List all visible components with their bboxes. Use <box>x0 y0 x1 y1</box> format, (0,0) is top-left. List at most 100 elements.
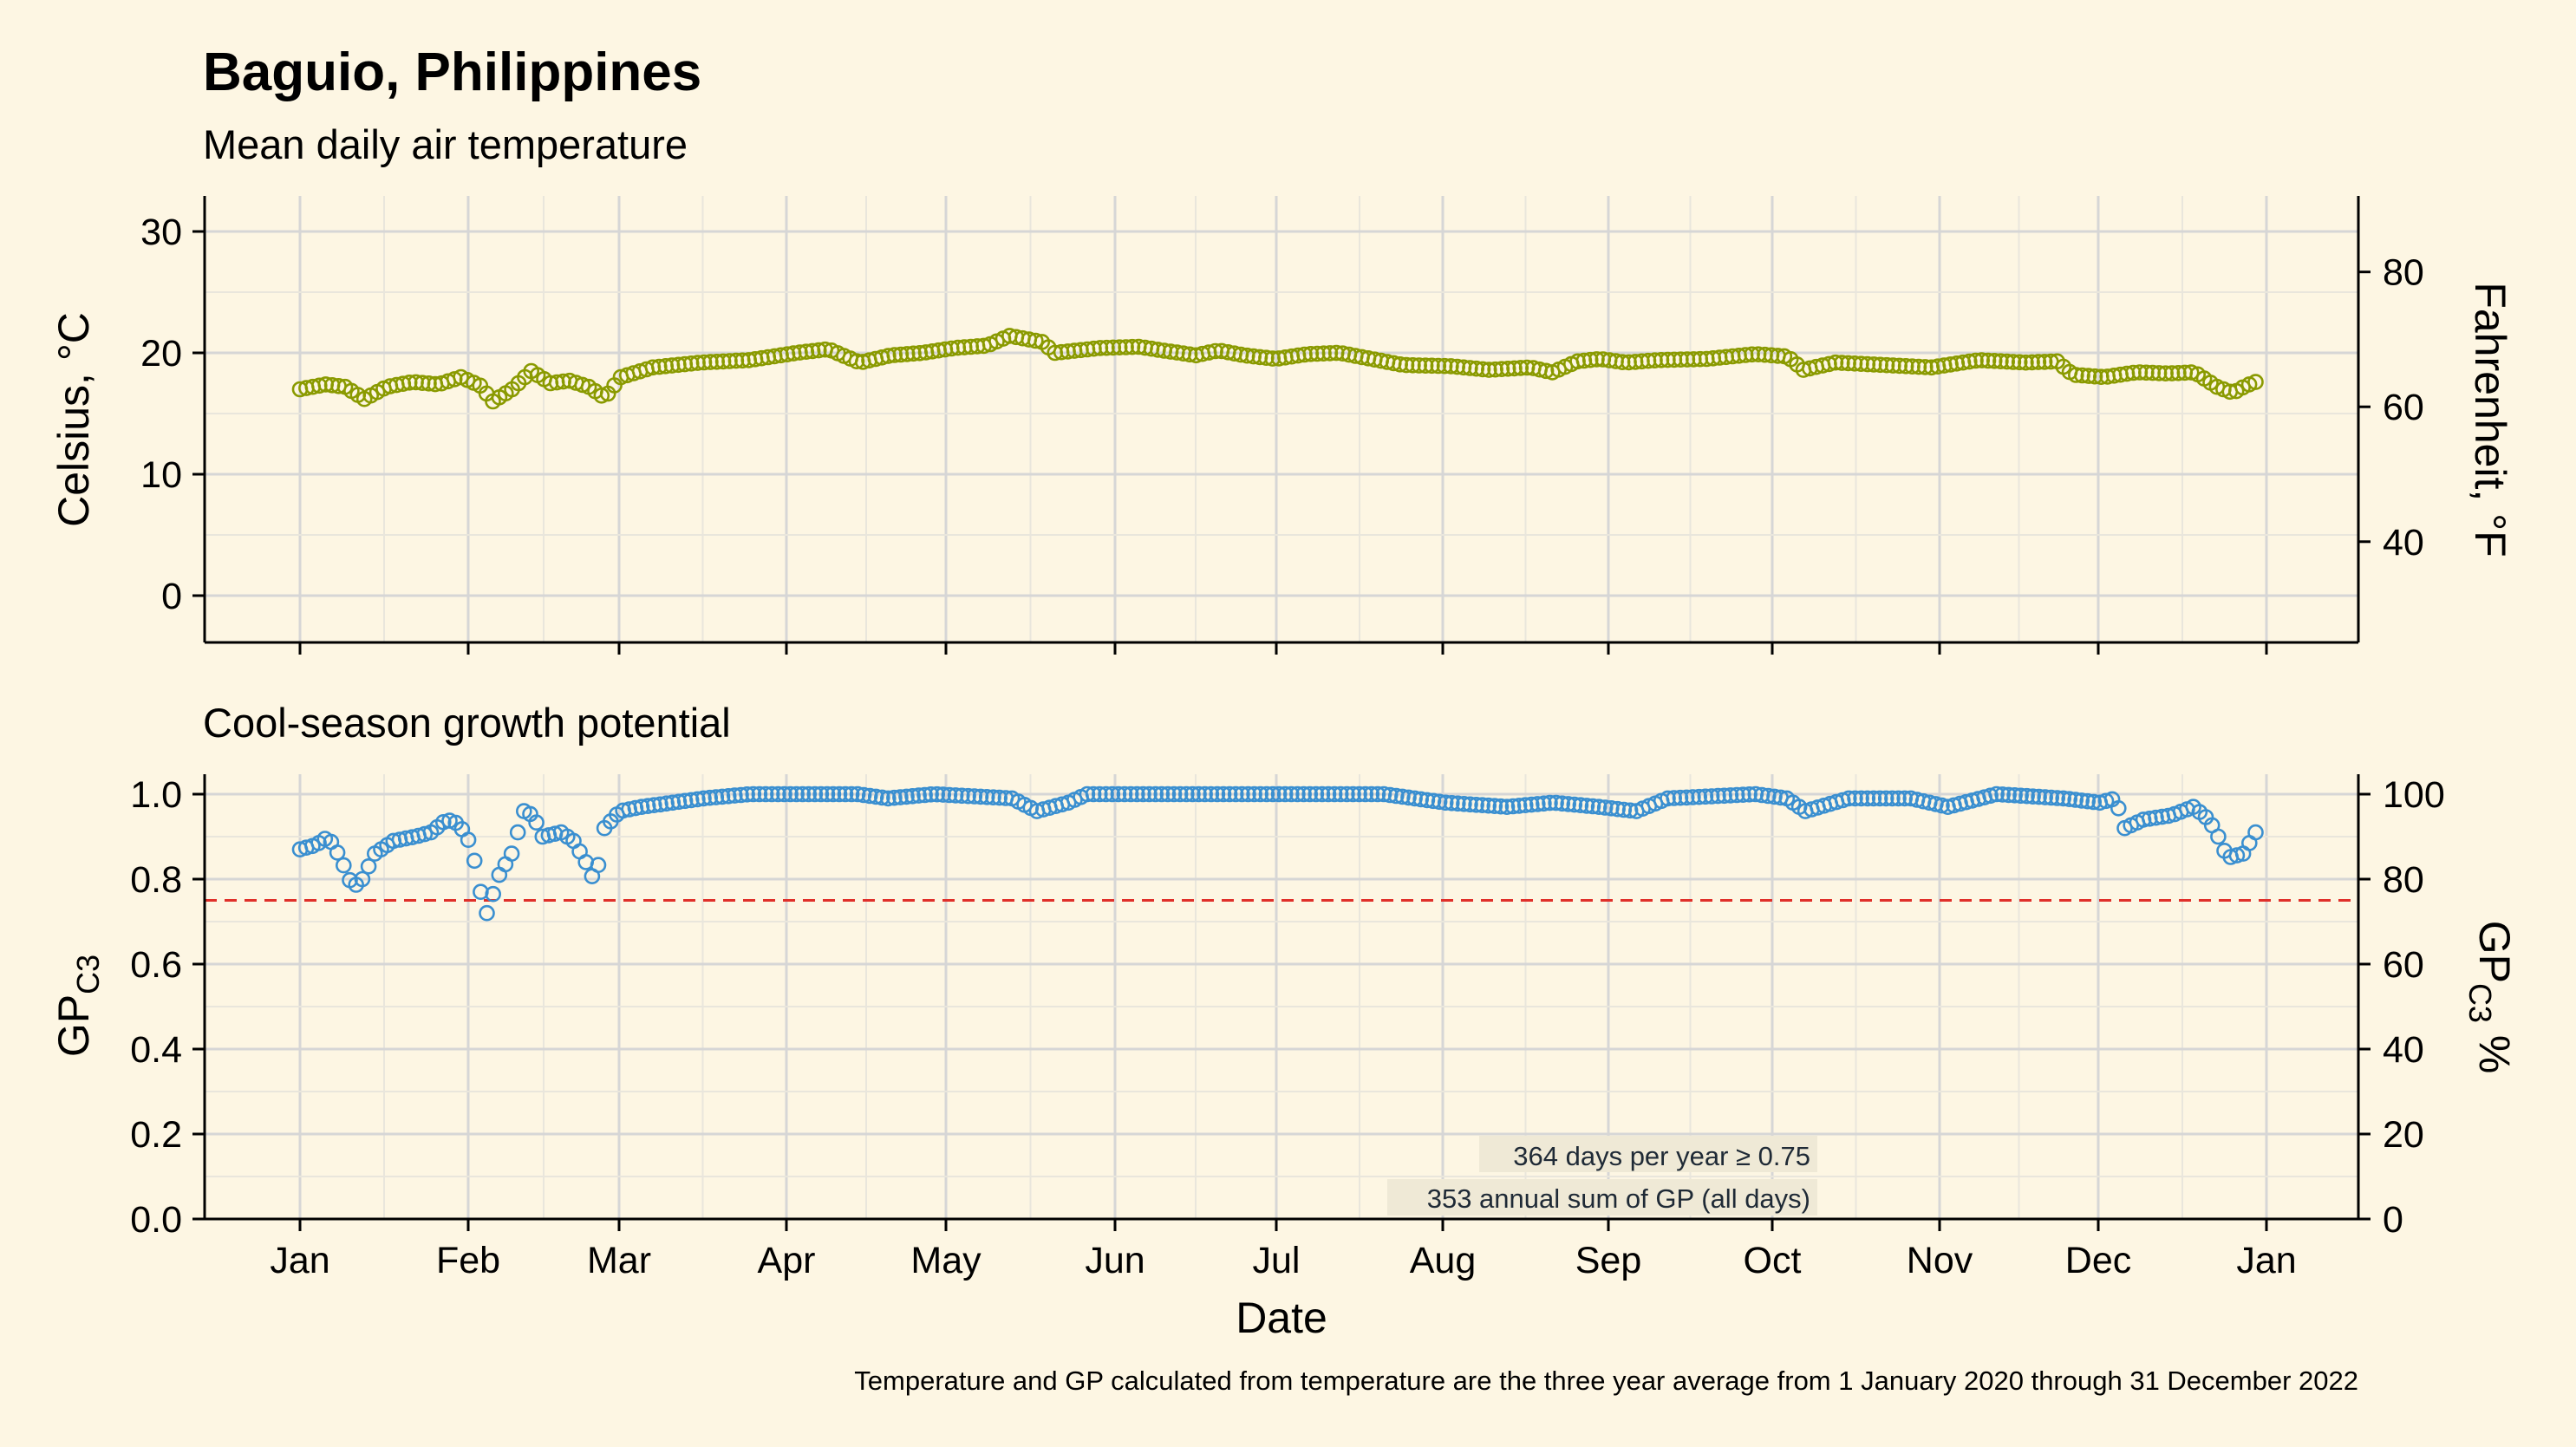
tick-labels: 0 10 20 30 40 60 80 0.0 0.2 0.4 0.6 0.8 1.0 0 20 40 60 80… <box>130 212 2445 1281</box>
gp-point <box>2049 790 2065 806</box>
gp-point <box>1147 785 1164 803</box>
temperature-point <box>1506 360 1523 377</box>
gp-point <box>1098 785 1114 803</box>
fahrenheit-tick-label: 40 <box>2383 522 2424 564</box>
gp-point <box>1766 788 1783 805</box>
gp-ylabel-left-main: GP <box>49 994 98 1057</box>
gp-point <box>1884 790 1901 807</box>
gp-point <box>1209 785 1226 803</box>
gp-point <box>1381 786 1399 804</box>
gp-point <box>1560 796 1576 812</box>
gp-point <box>1529 796 1546 812</box>
temperature-point <box>2024 354 2040 371</box>
gp-point <box>1516 797 1534 814</box>
gp-point <box>1934 797 1950 814</box>
temperature-point <box>1581 351 1599 368</box>
gp-point <box>1660 790 1676 807</box>
gp-point <box>652 796 668 813</box>
temp-ylabel-left: Celsius, °C <box>49 312 98 527</box>
temp-tick-label: 20 <box>140 333 182 375</box>
temperature-point <box>898 346 916 362</box>
gp-point <box>794 785 812 803</box>
gp-point <box>2025 788 2041 805</box>
temperature-point <box>1986 352 2003 369</box>
gp-point <box>1678 789 1695 806</box>
gp-point <box>633 798 650 816</box>
gp-point <box>1308 785 1325 803</box>
gp-tick-label: 1.0 <box>130 774 182 816</box>
gp-point <box>770 785 786 803</box>
gp-point <box>1276 785 1294 803</box>
gp-point <box>898 788 915 805</box>
gp-point <box>1584 798 1601 815</box>
month-tick-label: Jul <box>1253 1240 1301 1281</box>
gp-point <box>1841 790 1857 807</box>
temperature-point <box>892 346 910 363</box>
gp-point <box>2079 792 2096 810</box>
temp-tick-label: 10 <box>140 454 182 496</box>
month-tick-label: Jan <box>270 1240 329 1281</box>
gp-point <box>1301 785 1318 803</box>
gp-point <box>1295 785 1312 803</box>
gp-point <box>2055 790 2071 807</box>
gp-point <box>329 844 346 861</box>
gp-point <box>1135 785 1151 803</box>
gp-point <box>726 787 743 804</box>
gp-point <box>509 824 526 841</box>
temperature-point <box>2005 354 2022 370</box>
temperature-point <box>2030 354 2047 370</box>
gp-point <box>2000 786 2017 804</box>
axes <box>192 196 2371 1231</box>
gp-point <box>861 787 878 805</box>
gp-point <box>360 857 377 875</box>
gp-point <box>757 785 774 803</box>
gp-point <box>812 785 830 803</box>
gp-point <box>1252 785 1268 803</box>
gp-point <box>1691 788 1707 805</box>
gp-point <box>892 789 909 805</box>
gp-point <box>1171 785 1189 803</box>
gp-point <box>2006 786 2023 804</box>
gp-point <box>335 857 352 874</box>
gp-point <box>776 785 792 803</box>
temperature-point <box>593 387 610 404</box>
gp-point <box>1462 796 1478 813</box>
gp-point <box>843 785 860 803</box>
gp-point <box>1710 787 1726 805</box>
gp-point <box>1760 787 1777 805</box>
month-tick-label: Jan <box>2236 1240 2296 1281</box>
gp-point <box>1394 788 1411 805</box>
gp-point <box>1859 790 1876 807</box>
temp-tick-label: 30 <box>140 212 182 253</box>
gp-point <box>1357 785 1373 803</box>
gp-point <box>2043 789 2059 806</box>
month-tick-label: Jun <box>1085 1240 1145 1281</box>
gp-point <box>1159 785 1177 803</box>
gp-point <box>714 788 731 805</box>
temperature-point <box>2074 367 2090 384</box>
gp-point <box>670 793 688 811</box>
gp-point <box>1339 785 1355 803</box>
annotation-sum-box <box>1387 1179 1817 1216</box>
temperature-grid <box>205 196 2358 642</box>
gp-point <box>1590 798 1608 816</box>
gp-point <box>1609 800 1626 818</box>
temp-ylabel-right: Fahrenheit, °F <box>2466 282 2514 557</box>
gp-point <box>434 813 452 831</box>
gp-point <box>972 788 989 805</box>
gp-point <box>2097 792 2115 810</box>
gp-point <box>1468 796 1484 813</box>
gp-point <box>947 787 964 804</box>
gp-point <box>1492 798 1510 815</box>
gp-point <box>1400 789 1417 806</box>
gp-point <box>1578 798 1595 814</box>
gp-point <box>831 785 848 803</box>
gp-point <box>1326 785 1343 803</box>
gp-point <box>2085 793 2102 811</box>
gp-point <box>1264 785 1281 803</box>
gp-point <box>1363 785 1380 803</box>
gp-point <box>1741 785 1758 803</box>
gp-point <box>1351 785 1367 803</box>
gp-point <box>1110 785 1127 803</box>
gp-point <box>751 785 768 803</box>
